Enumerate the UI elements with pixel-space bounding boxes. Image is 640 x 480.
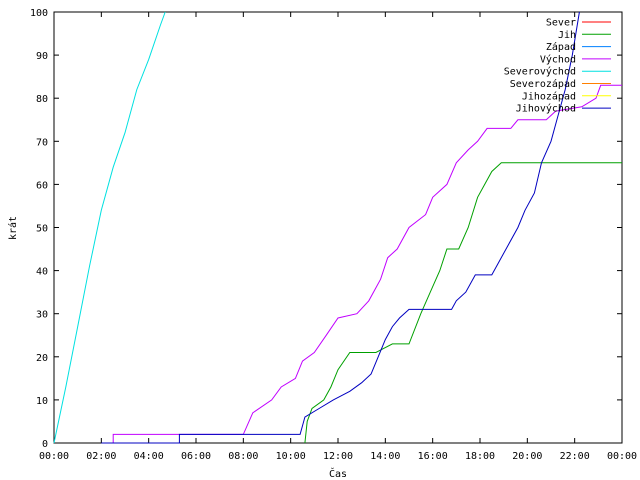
legend-label: Jihozápad	[522, 90, 576, 102]
x-tick-label: 16:00	[418, 451, 448, 462]
x-tick-label: 10:00	[276, 451, 306, 462]
x-tick-label: 06:00	[181, 451, 211, 462]
x-tick-label: 12:00	[323, 451, 353, 462]
legend-label: Severozápad	[510, 78, 576, 90]
series-line-východ	[112, 84, 622, 443]
y-tick-label: 100	[30, 8, 48, 19]
y-tick-label: 50	[36, 224, 48, 235]
series-line-severovýchod	[53, 11, 166, 444]
legend-label: Východ	[540, 53, 576, 65]
x-tick-label: 00:00	[39, 451, 69, 462]
y-tick-label: 90	[36, 51, 48, 62]
series-line-jihovýchod	[101, 11, 580, 444]
y-tick-label: 60	[36, 180, 48, 191]
x-tick-label: 00:00	[607, 451, 637, 462]
x-tick-label: 20:00	[512, 451, 542, 462]
y-tick-label: 20	[36, 353, 48, 364]
legend-label: Sever	[546, 18, 576, 29]
y-tick-label: 0	[42, 439, 48, 450]
axis-ticks: 0 10 20 30 40 50 60 70 80 90 100 00:00 02:00 04:00 06:…	[30, 8, 637, 462]
legend-label: Jihovýchod	[516, 103, 576, 115]
series-lines	[53, 11, 622, 444]
y-tick-label: 70	[36, 137, 48, 148]
legend: SeverJihZápadVýchodSeverovýchodSeverozáp…	[504, 18, 611, 115]
x-tick-label: 18:00	[465, 451, 495, 462]
y-tick-label: 40	[36, 267, 48, 278]
legend-label: Západ	[546, 41, 576, 53]
y-tick-label: 80	[36, 94, 48, 105]
y-tick-label: 10	[36, 396, 48, 407]
x-tick-label: 08:00	[228, 451, 258, 462]
legend-label: Jih	[558, 30, 576, 41]
y-axis-label: krát	[7, 216, 19, 240]
x-tick-label: 14:00	[370, 451, 400, 462]
y-tick-label: 30	[36, 310, 48, 321]
x-tick-label: 04:00	[134, 451, 164, 462]
x-axis-label: Čas	[329, 467, 347, 480]
legend-label: Severovýchod	[504, 66, 576, 78]
x-tick-label: 22:00	[560, 451, 590, 462]
series-line-jih	[304, 162, 622, 444]
x-tick-label: 02:00	[86, 451, 116, 462]
